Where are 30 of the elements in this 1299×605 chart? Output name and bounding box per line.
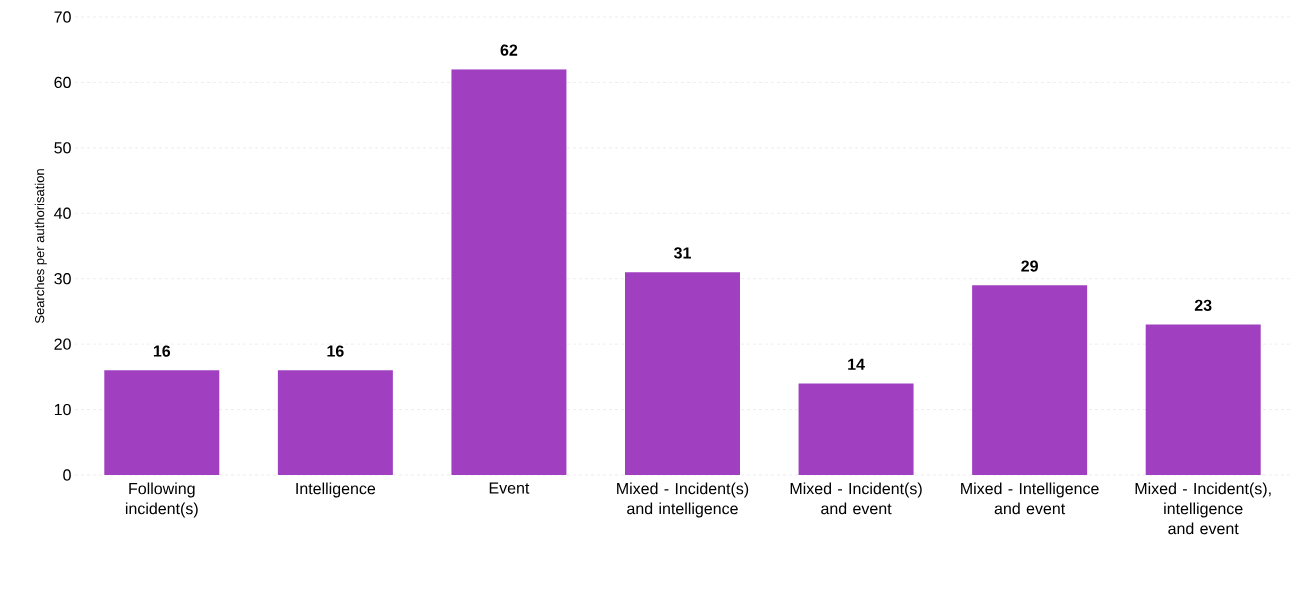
bar (451, 69, 567, 475)
x-tick-label: Event (489, 482, 530, 494)
data-label: 62 (500, 44, 518, 56)
y-tick-label: 40 (54, 207, 71, 219)
data-label: 16 (153, 345, 171, 357)
y-tick-label: 60 (54, 76, 71, 89)
data-label: 16 (327, 345, 344, 357)
x-tick-label: Mixed - Incident(s) and intelligence (617, 482, 749, 518)
y-axis-title: Searches per authorisation (34, 169, 47, 324)
x-tick-label: Mixed - Incident(s), intelligence and event (1135, 482, 1271, 535)
bar (277, 370, 393, 475)
bar (104, 370, 220, 475)
y-tick-label: 0 (63, 469, 71, 481)
y-tick-label: 70 (54, 11, 71, 23)
x-tick-label: Intelligence (296, 482, 376, 498)
data-label: 14 (848, 358, 865, 370)
y-tick-label: 20 (54, 338, 71, 350)
bar (1145, 324, 1261, 475)
y-tick-label: 10 (54, 403, 71, 416)
x-tick-label: Mixed - Incident(s) and event (790, 482, 922, 515)
data-label: 29 (1021, 260, 1038, 272)
data-label: 31 (673, 247, 691, 259)
x-tick-label: Mixed - Intelligence and event (961, 482, 1099, 515)
y-tick-label: 30 (54, 273, 71, 285)
bar (972, 285, 1088, 475)
bar (798, 383, 914, 475)
bar (625, 272, 740, 475)
data-label: 23 (1194, 299, 1212, 311)
y-tick-label: 50 (54, 142, 71, 154)
x-tick-label: Following incident(s) (125, 482, 198, 518)
